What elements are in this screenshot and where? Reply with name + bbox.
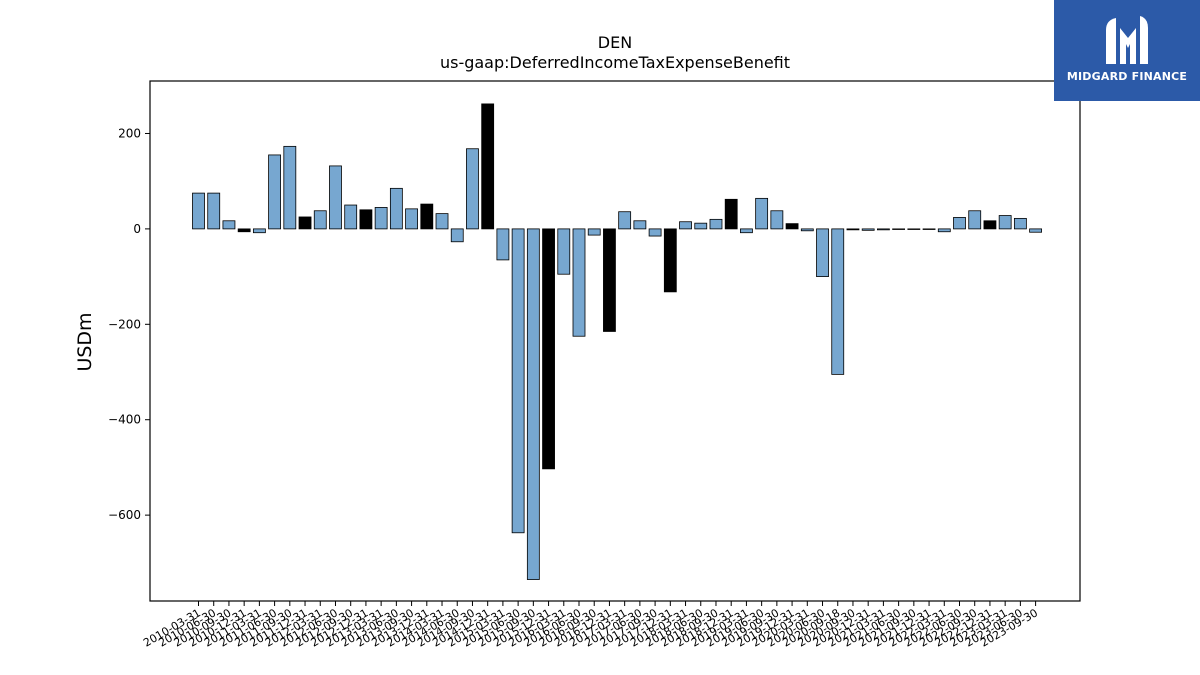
brand-name: MIDGARD FINANCE bbox=[1066, 70, 1188, 83]
bar-2010-12-31 bbox=[237, 228, 251, 233]
bar-2011-06-30 bbox=[268, 154, 282, 230]
bar-2013-06-30 bbox=[389, 187, 403, 230]
bar-2017-09-30 bbox=[648, 228, 662, 237]
bar-2023-03-31 bbox=[998, 215, 1012, 230]
bar-2015-03-31 bbox=[496, 228, 510, 261]
bar-2017-12-31 bbox=[663, 228, 677, 293]
bar-2018-03-31 bbox=[679, 221, 692, 230]
bar-2011-12-31 bbox=[298, 216, 312, 230]
bar-2016-06-30 bbox=[572, 228, 586, 337]
bar-2014-03-31 bbox=[435, 213, 449, 230]
bar-2012-06-30 bbox=[329, 165, 342, 230]
bar-2019-12-31 bbox=[785, 223, 799, 230]
mf-monogram-icon bbox=[1106, 16, 1148, 64]
bar-2022-09-30 bbox=[968, 210, 982, 230]
bar-2023-06-30 bbox=[1013, 217, 1027, 230]
bar-2015-12-31 bbox=[542, 228, 555, 470]
bar-2011-09-30 bbox=[283, 145, 297, 230]
bar-2019-03-31 bbox=[740, 228, 753, 234]
bar-2020-09-30 bbox=[846, 228, 860, 231]
bar-2023-09-30 bbox=[1029, 228, 1042, 233]
bar-2022-06-30 bbox=[953, 217, 966, 230]
bar-2018-09-30 bbox=[709, 218, 723, 230]
bar-2015-09-30 bbox=[526, 228, 540, 580]
bar-2010-09-30 bbox=[222, 220, 236, 230]
bar-2014-12-31 bbox=[481, 103, 495, 230]
bar-2021-12-31 bbox=[922, 228, 936, 230]
bar-2021-03-31 bbox=[877, 228, 890, 231]
x-axis-ticks: 2010-03-312010-06-302010-09-302010-12-31… bbox=[141, 601, 1040, 650]
bar-2013-09-30 bbox=[405, 208, 418, 230]
bar-2010-06-30 bbox=[207, 192, 221, 230]
bar-2020-06-30 bbox=[816, 228, 829, 277]
bar-2012-09-30 bbox=[344, 204, 358, 230]
bar-2015-06-30 bbox=[511, 228, 525, 534]
bar-2017-03-31 bbox=[618, 211, 632, 230]
bar-2013-12-31 bbox=[420, 203, 434, 230]
bar-2021-09-30 bbox=[907, 228, 921, 230]
brand-logo: MIDGARD FINANCE bbox=[1054, 0, 1200, 101]
bar-2016-12-31 bbox=[603, 228, 616, 332]
plot-frame bbox=[149, 80, 1081, 602]
bars-group bbox=[192, 103, 1042, 580]
y-tick-label: −600 bbox=[108, 508, 141, 522]
bar-2020-03-31 bbox=[800, 228, 814, 232]
bar-2017-06-30 bbox=[633, 220, 647, 230]
y-tick-label: −400 bbox=[108, 413, 141, 427]
bar-2019-06-30 bbox=[755, 197, 769, 230]
bar-2022-03-31 bbox=[937, 228, 951, 233]
bar-2016-09-30 bbox=[587, 228, 601, 236]
bar-2014-09-30 bbox=[466, 148, 479, 230]
bar-2019-09-30 bbox=[770, 210, 784, 230]
bar-2022-12-31 bbox=[983, 220, 997, 230]
y-axis-ticks: 200 0 −200 −400 −600 bbox=[108, 126, 150, 522]
y-tick-label: 200 bbox=[118, 126, 141, 140]
bar-2016-03-31 bbox=[557, 228, 571, 275]
chart-title: DEN bbox=[598, 33, 632, 52]
bar-2020-12-31 bbox=[861, 228, 875, 231]
bar-2018-12-31 bbox=[724, 198, 738, 230]
bar-2018-06-30 bbox=[694, 222, 708, 230]
bar-2013-03-31 bbox=[374, 207, 388, 230]
bar-2014-06-30 bbox=[450, 228, 464, 243]
chart-subtitle: us-gaap:DeferredIncomeTaxExpenseBenefit bbox=[440, 53, 790, 72]
bar-2021-06-30 bbox=[892, 228, 906, 230]
bar-2020-09-18 bbox=[831, 228, 845, 375]
bar-2012-03-31 bbox=[313, 210, 327, 230]
y-axis-label: USDm bbox=[74, 312, 96, 371]
bar-2012-12-31 bbox=[359, 209, 373, 230]
bar-2011-03-31 bbox=[252, 228, 266, 234]
y-tick-label: −200 bbox=[108, 317, 141, 331]
bar-2010-03-31 bbox=[192, 192, 205, 230]
y-tick-label: 0 bbox=[133, 222, 141, 236]
